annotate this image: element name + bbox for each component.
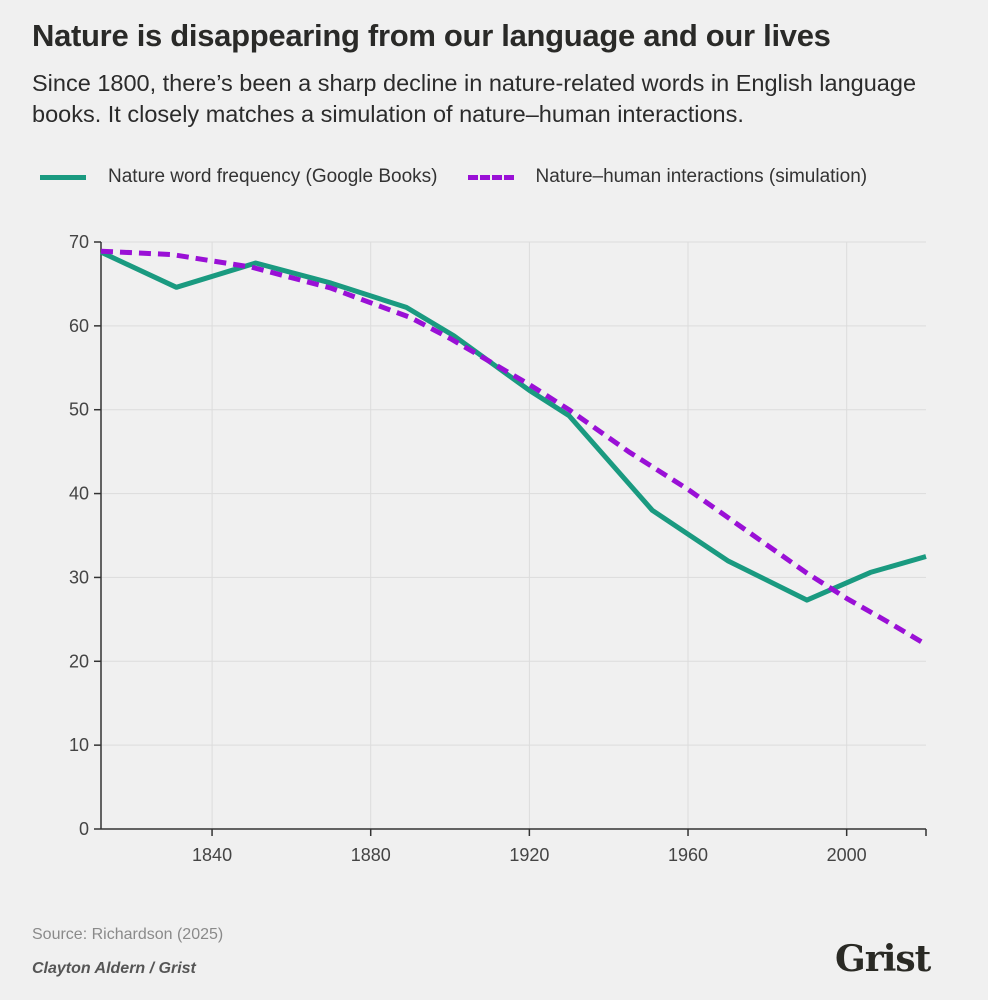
- y-tick-label: 40: [69, 484, 89, 504]
- x-tick-label: 1920: [509, 845, 549, 865]
- x-tick-label: 1880: [351, 845, 391, 865]
- y-tick-label: 50: [69, 400, 89, 420]
- legend-label: Nature word frequency (Google Books): [108, 166, 438, 187]
- x-tick-label: 2000: [827, 845, 867, 865]
- chart-title: Nature is disappearing from our language…: [32, 18, 831, 53]
- series-line-word-frequency: [99, 249, 927, 603]
- y-tick-label: 0: [79, 819, 89, 839]
- legend-swatch-solid: [40, 174, 86, 180]
- source-note: Source: Richardson (2025): [32, 926, 224, 943]
- y-tick-label: 20: [69, 651, 89, 671]
- y-tick-label: 60: [69, 316, 89, 336]
- x-tick-label: 1840: [192, 845, 232, 865]
- grist-logo: Grist: [835, 938, 931, 980]
- legend-label: Nature–human interactions (simulation): [535, 166, 868, 187]
- y-tick-label: 30: [69, 567, 89, 587]
- chart-subtitle: Since 1800, there’s been a sharp decline…: [32, 70, 917, 127]
- legend-swatch-dashed: [467, 174, 514, 180]
- legend-item-word-frequency: Nature word frequency (Google Books): [40, 166, 438, 188]
- legend-item-simulation: Nature–human interactions (simulation): [467, 166, 868, 188]
- credit: Clayton Aldern / Grist: [32, 960, 196, 977]
- series-line-simulation: [100, 248, 928, 647]
- x-tick-label: 1960: [668, 845, 708, 865]
- y-tick-label: 70: [69, 232, 89, 252]
- y-tick-label: 10: [69, 735, 89, 755]
- legend: Nature word frequency (Google Books) Nat…: [40, 166, 897, 188]
